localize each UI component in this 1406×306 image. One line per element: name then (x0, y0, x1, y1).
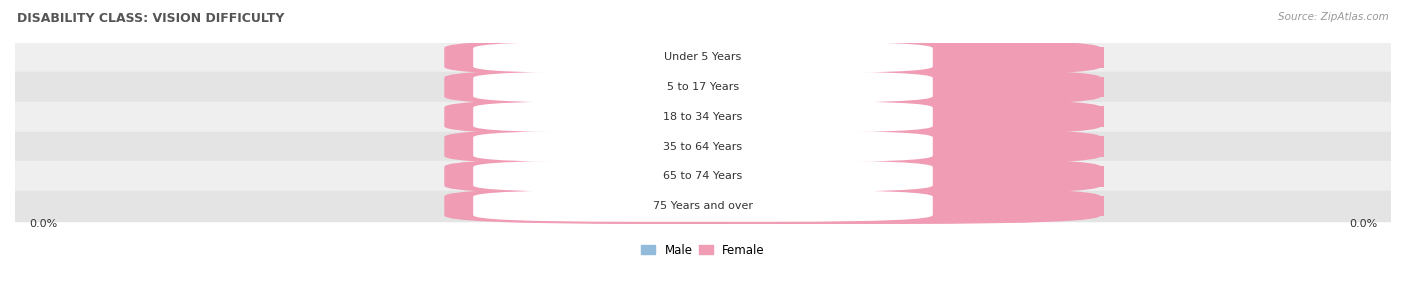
Text: 0.0%: 0.0% (828, 171, 853, 181)
Text: 5 to 17 Years: 5 to 17 Years (666, 82, 740, 92)
FancyBboxPatch shape (503, 69, 903, 105)
Text: 35 to 64 Years: 35 to 64 Years (664, 141, 742, 151)
FancyBboxPatch shape (444, 69, 1101, 105)
FancyBboxPatch shape (444, 39, 1101, 76)
Bar (775, 106, 1104, 127)
FancyBboxPatch shape (474, 160, 932, 192)
FancyBboxPatch shape (474, 101, 932, 133)
Text: 0.0%: 0.0% (828, 52, 853, 62)
Text: 0.0%: 0.0% (828, 201, 853, 211)
Text: 0.0%: 0.0% (1348, 219, 1378, 229)
Text: Under 5 Years: Under 5 Years (665, 52, 741, 62)
FancyBboxPatch shape (444, 99, 1101, 135)
Bar (15, 132, 1391, 161)
Bar (775, 47, 1104, 68)
FancyBboxPatch shape (474, 190, 932, 222)
FancyBboxPatch shape (503, 39, 903, 76)
Legend: Male, Female: Male, Female (637, 239, 769, 261)
Bar (775, 136, 1104, 157)
FancyBboxPatch shape (444, 129, 1101, 165)
Text: 65 to 74 Years: 65 to 74 Years (664, 171, 742, 181)
Bar (15, 72, 1391, 102)
FancyBboxPatch shape (503, 129, 903, 165)
FancyBboxPatch shape (503, 188, 903, 224)
FancyBboxPatch shape (444, 188, 1101, 224)
Text: 0.0%: 0.0% (553, 52, 578, 62)
Bar (15, 161, 1391, 191)
Bar (775, 166, 1104, 187)
Text: 0.0%: 0.0% (828, 112, 853, 122)
FancyBboxPatch shape (503, 158, 903, 194)
Text: 0.0%: 0.0% (553, 141, 578, 151)
Text: 0.0%: 0.0% (828, 82, 853, 92)
FancyBboxPatch shape (474, 131, 932, 162)
Text: Source: ZipAtlas.com: Source: ZipAtlas.com (1278, 12, 1389, 22)
Bar (15, 191, 1391, 221)
Bar (775, 77, 1104, 97)
Text: DISABILITY CLASS: VISION DIFFICULTY: DISABILITY CLASS: VISION DIFFICULTY (17, 12, 284, 25)
Text: 0.0%: 0.0% (553, 171, 578, 181)
Bar (15, 43, 1391, 72)
FancyBboxPatch shape (503, 99, 903, 135)
Text: 0.0%: 0.0% (28, 219, 58, 229)
FancyBboxPatch shape (444, 158, 1101, 194)
Bar (775, 196, 1104, 216)
Text: 75 Years and over: 75 Years and over (652, 201, 754, 211)
FancyBboxPatch shape (474, 42, 932, 73)
Text: 18 to 34 Years: 18 to 34 Years (664, 112, 742, 122)
Bar (15, 102, 1391, 132)
Text: 0.0%: 0.0% (553, 112, 578, 122)
Text: 0.0%: 0.0% (828, 141, 853, 151)
Text: 0.0%: 0.0% (553, 201, 578, 211)
FancyBboxPatch shape (474, 71, 932, 103)
Text: 0.0%: 0.0% (553, 82, 578, 92)
